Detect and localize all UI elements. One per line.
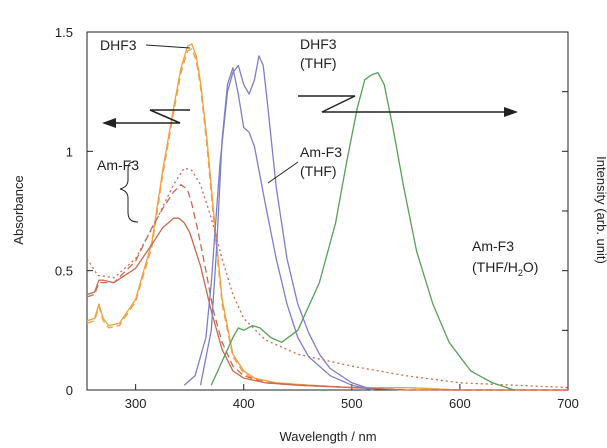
series-layer: [86, 43, 569, 391]
annotation-dhf3-leader: [145, 44, 191, 49]
y-axis-title: Absorbance: [11, 175, 26, 244]
x-tick-label: 500: [341, 396, 363, 411]
annotation-dhf3-thf-line1: DHF3: [300, 36, 337, 52]
annotation-dhf3-thf-line2: (THF): [300, 55, 337, 71]
arrow-right-intensity: [298, 95, 518, 117]
series-line-amf3_abs_c: [86, 167, 569, 389]
arrow-left-absorbance: [102, 109, 190, 128]
annotation-dhf3: DHF3: [100, 37, 137, 53]
y-axis: 0 0.5 1 1.5: [55, 25, 93, 398]
annotations: DHF3 DHF3 (THF) Am-F3 Am-F3 (THF) Am-F3 …: [97, 36, 538, 278]
plot-frame: [86, 31, 569, 391]
annotation-amf3: Am-F3: [97, 157, 139, 173]
plot-area: [86, 31, 569, 391]
series-line-dhf3_abs_b: [86, 48, 568, 391]
series-line-amf3_mix_em: [210, 71, 515, 391]
annotation-amf3-thf-line1: Am-F3: [300, 144, 342, 160]
annotation-amf3-mix-post: O): [523, 259, 539, 275]
annotation-amf3-thf-leader: [267, 161, 299, 184]
annotation-amf3-brace: [119, 161, 139, 223]
annotation-amf3-thf-line2: (THF): [300, 163, 337, 179]
y-tick-label: 0.5: [55, 264, 73, 279]
y-tick-label: 1.5: [55, 25, 73, 40]
x-tick-label: 600: [449, 396, 471, 411]
annotation-amf3-mix-pre: (THF/H: [472, 259, 518, 275]
annotation-amf3-mix-line1: Am-F3: [472, 238, 514, 254]
annotation-amf3-mix-sub: 2: [518, 268, 523, 278]
series-line-dhf3_abs_a: [86, 43, 568, 391]
series-line-dhf3_thf_em_b: [183, 55, 374, 391]
y2-axis-title: Intensity (arb. unit): [594, 156, 607, 264]
x-tick-label: 300: [125, 396, 147, 411]
series-line-amf3_abs_b: [86, 184, 568, 391]
y-tick-label: 0: [66, 383, 73, 398]
annotation-amf3-mix-line2: (THF/H2O): [472, 259, 538, 278]
x-tick-label: 700: [557, 396, 579, 411]
x-axis-title: Wavelength / nm: [279, 429, 376, 444]
x-axis: 300 400 500 600 700: [125, 384, 579, 411]
y2-axis: [562, 91, 568, 331]
x-tick-label: 400: [233, 396, 255, 411]
y-tick-label: 1: [66, 144, 73, 159]
series-line-dhf3_thf_em_a: [199, 67, 374, 391]
